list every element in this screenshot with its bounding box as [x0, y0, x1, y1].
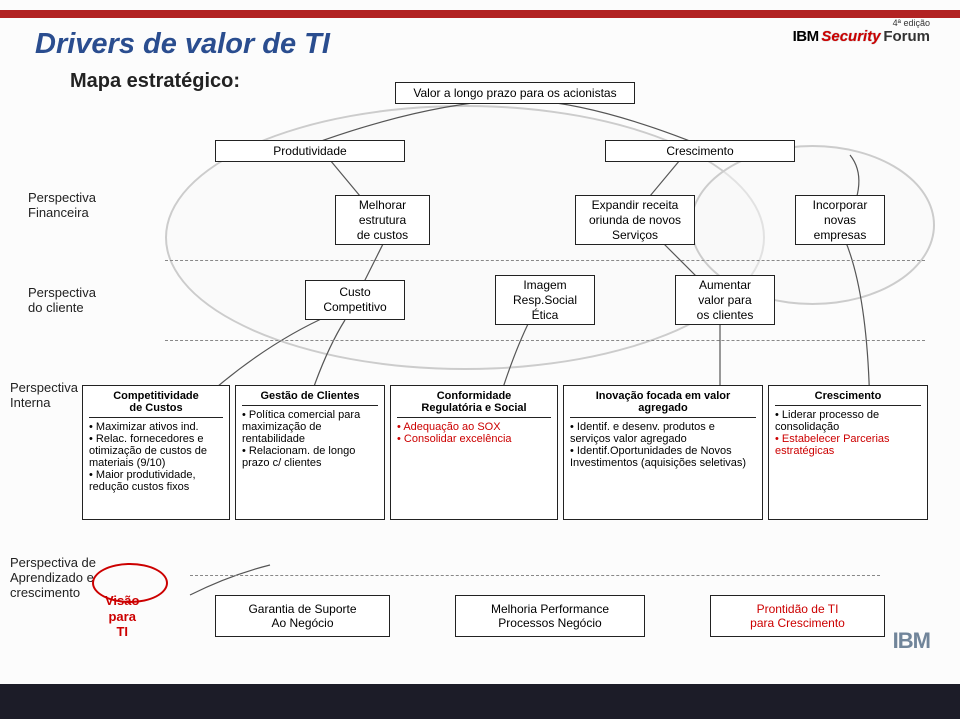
expandir-text: Expandir receita oriunda de novos Serviç… [589, 198, 681, 243]
col3-i0: Adequação ao SOX [397, 421, 551, 433]
persp-cliente: Perspectiva do cliente [28, 285, 96, 315]
col1-i1: Relac. fornecedores e otimização de cust… [89, 433, 223, 469]
edition-label: 4ª edição [793, 18, 930, 28]
col2-header: Gestão de Clientes [242, 390, 378, 406]
expandir-box: Expandir receita oriunda de novos Serviç… [575, 195, 695, 245]
top-goal-text: Valor a longo prazo para os acionistas [413, 86, 616, 101]
dash-3 [190, 575, 880, 576]
melhoria-box: Melhoria Performance Processos Negócio [455, 595, 645, 637]
col3-header: Conformidade Regulatória e Social [397, 390, 551, 418]
dash-1 [165, 260, 925, 261]
security-word: Security [821, 28, 880, 45]
slide-title: Drivers de valor de TI [35, 28, 330, 61]
col4-i0: Identif. e desenv. produtos e serviços v… [570, 421, 756, 445]
forum-word: Forum [883, 28, 930, 45]
col-gestao: Gestão de Clientes Política comercial pa… [235, 385, 385, 520]
col4-body: Identif. e desenv. produtos e serviços v… [570, 421, 756, 469]
visao-label: Visão para TI [105, 593, 139, 640]
crescimento-box: Crescimento [605, 140, 795, 162]
melhorar-text: Melhorar estrutura de custos [357, 198, 408, 243]
incorporar-box: Incorporar novas empresas [795, 195, 885, 245]
garantia-box: Garantia de Suporte Ao Negócio [215, 595, 390, 637]
col2-i1: Relacionam. de longo prazo c/ clientes [242, 445, 378, 469]
col1-body: Maximizar ativos ind. Relac. fornecedore… [89, 421, 223, 493]
col-crescimento: Crescimento Liderar processo de consolid… [768, 385, 928, 520]
imagem-box: Imagem Resp.Social Ética [495, 275, 595, 325]
col3-i1: Consolidar excelência [397, 433, 551, 445]
custo-text: Custo Competitivo [323, 285, 386, 315]
crescimento-text: Crescimento [666, 144, 733, 159]
ibm-word: IBM [793, 28, 819, 45]
produtividade-box: Produtividade [215, 140, 405, 162]
col-inovacao: Inovação focada em valor agregado Identi… [563, 385, 763, 520]
col4-header: Inovação focada em valor agregado [570, 390, 756, 418]
ibm-corner-logo: IBM [893, 628, 930, 654]
col1-i0: Maximizar ativos ind. [89, 421, 223, 433]
col5-i0: Liderar processo de consolidação [775, 409, 921, 433]
persp-financeira: Perspectiva Financeira [28, 190, 96, 220]
header-bar [0, 10, 960, 18]
slide-subtitle: Mapa estratégico: [70, 70, 240, 93]
col2-body: Política comercial para maximização de r… [242, 409, 378, 469]
col1-header: Competitividade de Custos [89, 390, 223, 418]
col-competitividade: Competitividade de Custos Maximizar ativ… [82, 385, 230, 520]
col1-i2: Maior produtividade, redução custos fixo… [89, 469, 223, 493]
event-logo: 4ª edição IBM Security Forum [793, 18, 930, 45]
col5-body: Liderar processo de consolidação Estabel… [775, 409, 921, 457]
col-conformidade: Conformidade Regulatória e Social Adequa… [390, 385, 558, 520]
prontidao-text: Prontidão de TI para Crescimento [750, 602, 845, 630]
imagem-text: Imagem Resp.Social Ética [513, 278, 577, 323]
persp-aprendizado: Perspectiva de Aprendizado e crescimento [10, 555, 96, 600]
custo-box: Custo Competitivo [305, 280, 405, 320]
produtividade-text: Produtividade [273, 144, 346, 159]
prontidao-box: Prontidão de TI para Crescimento [710, 595, 885, 637]
garantia-text: Garantia de Suporte Ao Negócio [248, 602, 356, 630]
aumentar-text: Aumentar valor para os clientes [697, 278, 754, 323]
top-goal-box: Valor a longo prazo para os acionistas [395, 82, 635, 104]
aumentar-box: Aumentar valor para os clientes [675, 275, 775, 325]
col4-i1: Identif.Oportunidades de Novos Investime… [570, 445, 756, 469]
footer-bar [0, 684, 960, 719]
melhoria-text: Melhoria Performance Processos Negócio [491, 602, 609, 630]
col3-body: Adequação ao SOX Consolidar excelência [397, 421, 551, 445]
dash-2 [165, 340, 925, 341]
col2-i0: Política comercial para maximização de r… [242, 409, 378, 445]
col5-header: Crescimento [775, 390, 921, 406]
melhorar-box: Melhorar estrutura de custos [335, 195, 430, 245]
col5-i1: Estabelecer Parcerias estratégicas [775, 433, 921, 457]
incorporar-text: Incorporar novas empresas [813, 198, 868, 243]
persp-interna: Perspectiva Interna [10, 380, 78, 410]
